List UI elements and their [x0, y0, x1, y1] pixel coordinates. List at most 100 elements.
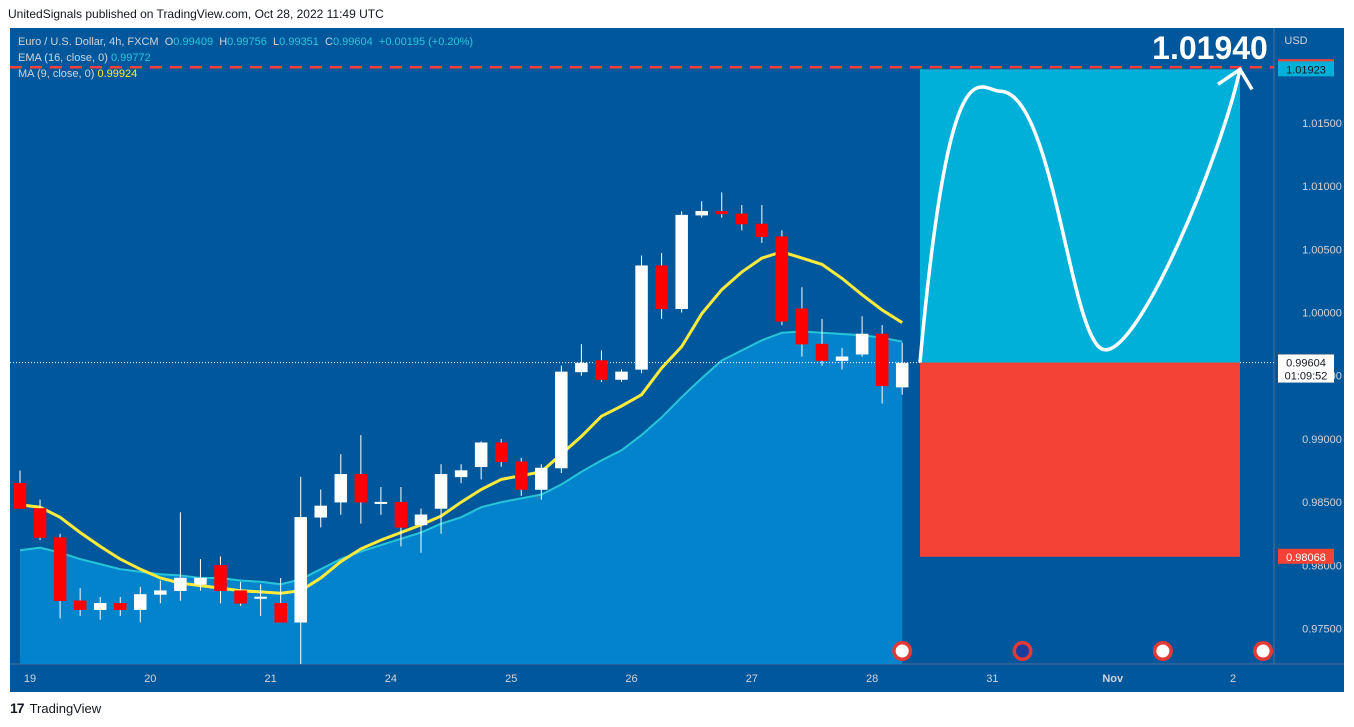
candle-up	[154, 590, 167, 595]
candle-down	[494, 442, 508, 462]
countdown-timer: 01:09:52	[1285, 371, 1328, 383]
candle-down	[114, 603, 127, 610]
symbol-name: Euro / U.S. Dollar, 4h, FXCM	[18, 36, 159, 48]
x-tick-label: 19	[24, 673, 36, 685]
candle-up	[254, 596, 267, 599]
target-zone	[920, 69, 1240, 363]
candle-up	[855, 333, 869, 355]
candle-down	[33, 508, 47, 538]
ema-value: 0.99772	[110, 52, 151, 64]
candle-up	[555, 371, 568, 469]
tradingview-logo-icon: 17	[10, 700, 25, 716]
price-label-badge	[1278, 548, 1334, 564]
candle-up	[895, 362, 909, 388]
change-value: +0.00195 (+0.20%)	[378, 36, 474, 48]
chart-legend: Euro / U.S. Dollar, 4h, FXCM O0.99409 H0…	[18, 34, 473, 82]
candle-up	[635, 265, 648, 370]
candle-up	[93, 603, 107, 610]
candle-up	[454, 470, 468, 478]
candle-up	[615, 371, 628, 380]
y-tick-label: 0.98500	[1302, 497, 1342, 509]
eu-flag-icon-inner	[1016, 644, 1029, 658]
candle-down	[875, 333, 889, 387]
candle-down	[655, 265, 668, 309]
projection-arrowhead-icon	[1217, 66, 1254, 91]
x-tick-label: 2	[1230, 673, 1236, 685]
publisher-header: UnitedSignals published on TradingView.c…	[8, 7, 384, 21]
x-tick-label: 20	[144, 673, 156, 685]
candle-down	[214, 565, 227, 591]
candle-down	[715, 211, 728, 215]
x-tick-label: 26	[625, 673, 637, 685]
candle-down	[73, 600, 87, 610]
ema-line	[19, 330, 903, 586]
target-price-annotation: 1.01940	[1152, 30, 1268, 66]
ma-value: 0.99924	[97, 68, 138, 80]
y-tick-label: 0.97500	[1302, 624, 1342, 636]
open-label: O	[164, 36, 174, 48]
candlestick-chart[interactable]: 1.019400.975000.980000.985000.990000.995…	[10, 28, 1344, 692]
close-value: 0.99604	[333, 36, 373, 48]
candle-up	[414, 514, 428, 526]
candle-down	[795, 308, 809, 345]
candle-down	[394, 501, 408, 528]
currency-label: USD	[1284, 35, 1307, 47]
y-tick-label: 1.00000	[1302, 307, 1342, 319]
ma-legend-row[interactable]: MA (9, close, 0) 0.99924	[18, 66, 473, 82]
candle-down	[735, 213, 749, 225]
candle-up	[334, 474, 348, 503]
symbol-legend-row: Euro / U.S. Dollar, 4h, FXCM O0.99409 H0…	[18, 34, 473, 50]
y-tick-label: 1.01000	[1302, 181, 1342, 193]
x-tick-label: 25	[505, 673, 517, 685]
candle-down	[13, 482, 27, 509]
candle-down	[775, 236, 789, 322]
candle-up	[835, 356, 849, 361]
candle-down	[515, 461, 528, 490]
stop-zone	[920, 362, 1240, 557]
price-label-text: 1.01923	[1286, 64, 1326, 76]
candle-down	[274, 603, 287, 623]
candle-up	[474, 442, 488, 468]
x-tick-label: 28	[866, 673, 878, 685]
ema-legend-row[interactable]: EMA (16, close, 0) 0.99772	[18, 50, 473, 66]
tradingview-footer[interactable]: 17 TradingView	[10, 700, 101, 716]
candle-up	[294, 517, 307, 623]
candle-up	[174, 577, 187, 591]
y-tick-label: 0.99000	[1302, 434, 1342, 446]
candle-down	[234, 590, 247, 604]
candle-down	[354, 474, 368, 503]
x-tick-label: 24	[385, 673, 397, 685]
close-label: C	[325, 36, 333, 48]
low-label: L	[273, 36, 280, 48]
y-tick-label: 1.01500	[1302, 118, 1342, 130]
candle-up	[314, 505, 327, 518]
chart-frame[interactable]: 1.019400.975000.980000.985000.990000.995…	[10, 28, 1344, 692]
candle-down	[815, 343, 829, 361]
us-flag-icon-inner	[1256, 644, 1270, 658]
candle-up	[675, 214, 688, 309]
price-label-text: 0.99604	[1286, 358, 1326, 370]
price-label-badge	[1278, 61, 1334, 77]
candle-up	[434, 474, 448, 509]
candle-up	[194, 577, 207, 585]
projection-curve	[918, 68, 1242, 363]
candle-up	[374, 501, 388, 504]
candle-down	[755, 223, 769, 237]
candle-up	[134, 594, 147, 610]
x-tick-label: Nov	[1102, 673, 1124, 685]
candle-up	[535, 467, 548, 490]
price-label-badge	[1278, 354, 1334, 383]
x-tick-label: 21	[265, 673, 277, 685]
ma-line	[19, 250, 903, 595]
price-label-text: 0.98068	[1286, 552, 1326, 564]
high-value: 0.99756	[227, 36, 267, 48]
tradingview-brand: TradingView	[29, 700, 102, 716]
open-value: 0.99409	[173, 36, 214, 48]
ma-label: MA (9, close, 0)	[18, 68, 95, 80]
x-tick-label: 31	[986, 673, 998, 685]
ema-label: EMA (16, close, 0)	[18, 52, 108, 64]
y-tick-label: 1.00500	[1302, 244, 1342, 256]
us-flag-icon-inner	[1156, 644, 1170, 658]
low-value: 0.99351	[279, 36, 319, 48]
candle-up	[575, 362, 588, 373]
